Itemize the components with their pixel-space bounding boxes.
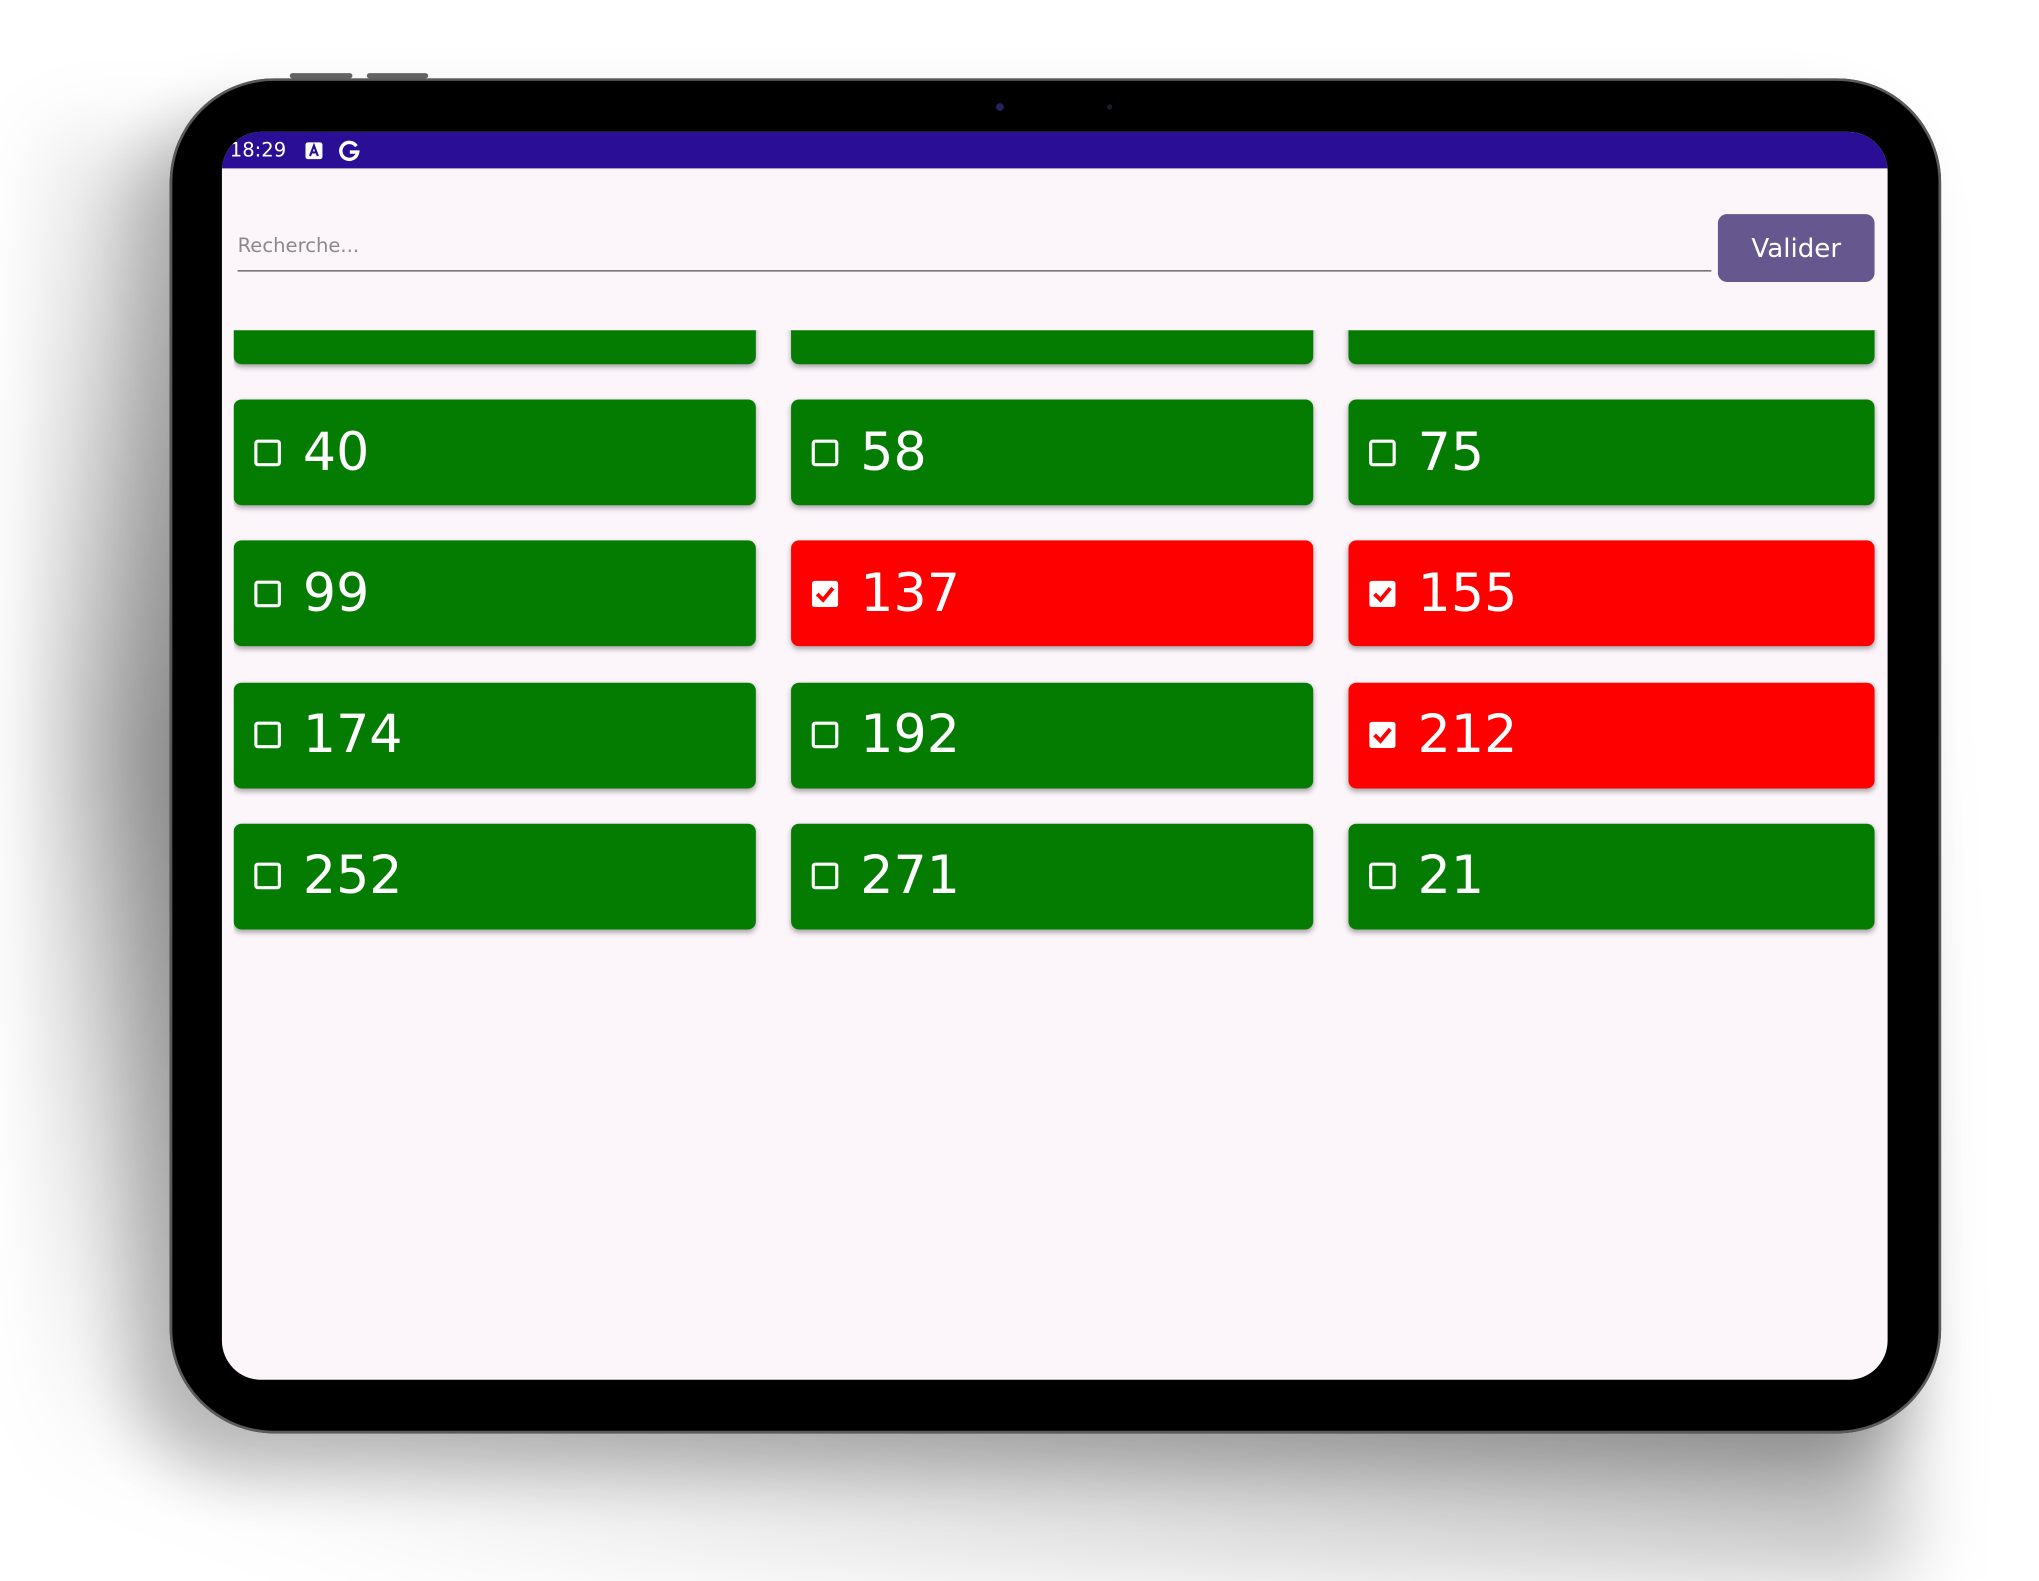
status-bar: 18:29: [221, 131, 1888, 169]
checkbox[interactable]: [811, 721, 840, 750]
sensor: [1106, 104, 1113, 110]
checkbox[interactable]: [1368, 862, 1397, 891]
checkbox[interactable]: [253, 862, 282, 891]
item-label: 75: [1417, 422, 1485, 483]
checkbox[interactable]: [811, 862, 840, 891]
submit-button[interactable]: Valider: [1717, 214, 1875, 282]
item-label: 271: [860, 846, 960, 907]
checkbox[interactable]: [253, 438, 282, 467]
camera: [996, 103, 1004, 111]
item-label: 212: [1417, 705, 1518, 766]
item-label: 21: [1417, 846, 1485, 907]
item-label: 58: [860, 422, 927, 483]
item-tile[interactable]: [791, 330, 1314, 365]
item-tile[interactable]: 271: [791, 823, 1314, 930]
item-tile[interactable]: [1348, 330, 1875, 365]
input-underline: [237, 270, 1712, 272]
item-tile[interactable]: 192: [791, 682, 1314, 788]
item-grid: 40 58 75 99 137 155 174 192 212 252 271 21: [233, 330, 1879, 1374]
checkbox[interactable]: [1368, 438, 1397, 467]
app-screen: 18:29 Recherche... Valider 40 58 75 99 137 15…: [221, 131, 1888, 1380]
checkbox[interactable]: [1368, 579, 1397, 608]
item-tile[interactable]: [233, 330, 756, 365]
clock: 18:29: [229, 138, 287, 162]
checkbox[interactable]: [1368, 721, 1397, 750]
item-tile[interactable]: 155: [1348, 540, 1875, 647]
item-label: 192: [860, 705, 960, 766]
item-label: 99: [302, 563, 370, 624]
checkbox[interactable]: [811, 438, 840, 467]
item-label: 174: [302, 705, 403, 766]
item-tile[interactable]: 252: [233, 823, 756, 930]
checkbox[interactable]: [253, 579, 282, 608]
item-tile[interactable]: 212: [1348, 682, 1875, 788]
item-tile[interactable]: 40: [233, 399, 756, 506]
item-tile[interactable]: 137: [791, 540, 1314, 647]
item-label: 137: [860, 563, 960, 624]
item-tile[interactable]: 21: [1348, 823, 1875, 930]
item-tile[interactable]: 75: [1348, 399, 1875, 506]
status-icon: [305, 142, 323, 160]
item-tile[interactable]: 58: [791, 399, 1314, 506]
search-input[interactable]: Recherche...: [237, 233, 360, 258]
checkbox[interactable]: [811, 579, 840, 608]
volume-button: [289, 73, 353, 79]
status-icon: [339, 140, 360, 162]
checkbox[interactable]: [253, 721, 282, 750]
item-label: 155: [1417, 563, 1518, 624]
item-label: 252: [302, 846, 403, 907]
item-label: 40: [302, 422, 370, 483]
volume-button: [366, 73, 429, 79]
item-tile[interactable]: 99: [233, 540, 756, 647]
item-tile[interactable]: 174: [233, 682, 756, 788]
